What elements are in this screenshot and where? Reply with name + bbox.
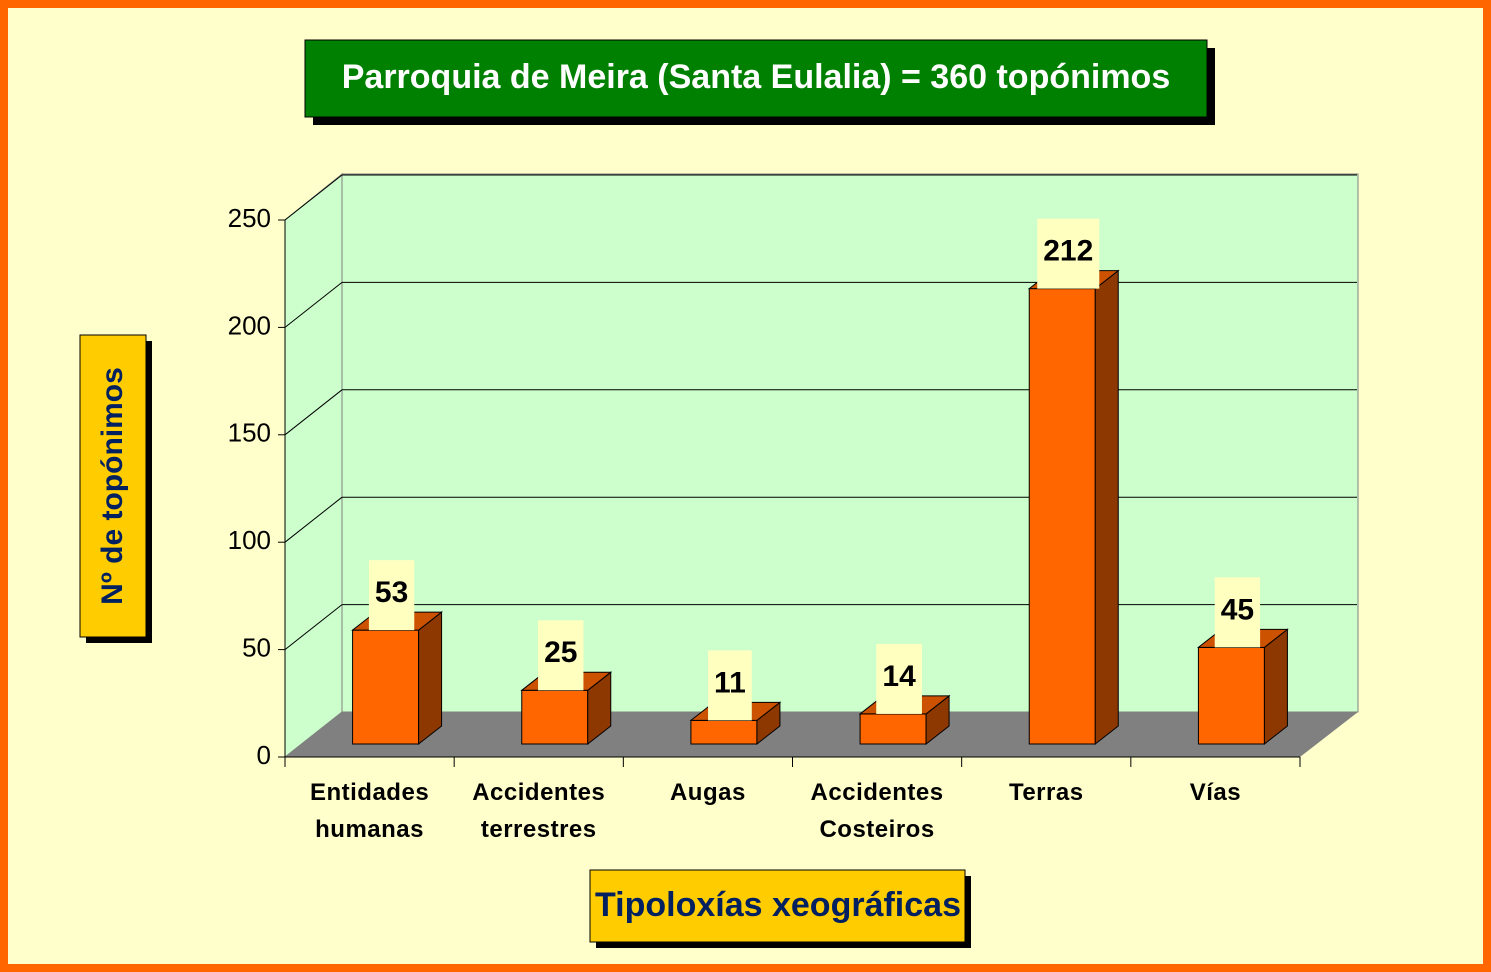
y-tick-label: 200 bbox=[228, 310, 271, 340]
back-wall bbox=[341, 173, 1359, 713]
bar-side bbox=[1263, 628, 1288, 746]
left-wall bbox=[284, 172, 343, 759]
bar bbox=[1028, 288, 1096, 745]
y-tick-label: 150 bbox=[228, 418, 271, 448]
bar-side bbox=[1094, 269, 1119, 746]
x-tick-label: Entidades humanas bbox=[309, 779, 430, 843]
grid-line bbox=[284, 389, 343, 436]
y-axis-label: Nº de topónimos bbox=[96, 367, 129, 605]
value-label-box bbox=[368, 560, 415, 631]
value-label: 11 bbox=[714, 666, 746, 699]
grid-line bbox=[284, 282, 343, 328]
title-box bbox=[304, 39, 1208, 118]
bar bbox=[521, 689, 589, 745]
value-label: 212 bbox=[1043, 235, 1093, 268]
y-tick-label: 0 bbox=[257, 740, 271, 770]
grid-line bbox=[284, 174, 343, 221]
bar bbox=[690, 719, 758, 745]
value-label: 45 bbox=[1221, 593, 1254, 626]
x-tick-label: Terras bbox=[1008, 779, 1084, 806]
x-label-box bbox=[589, 869, 966, 943]
x-tick-label: Accidentes Costeiros bbox=[810, 779, 944, 843]
y-tick-label: 250 bbox=[228, 203, 271, 233]
bar bbox=[352, 629, 420, 745]
x-axis-label: Tipoloxías xeográficas bbox=[595, 886, 961, 924]
y-tick-label: 100 bbox=[228, 525, 271, 555]
value-label-box bbox=[708, 650, 752, 721]
bar bbox=[859, 713, 927, 745]
grid-line bbox=[284, 604, 343, 650]
value-label-box bbox=[1214, 577, 1261, 648]
chart-title: Parroquia de Meira (Santa Eulalia) = 360… bbox=[342, 58, 1171, 96]
grid-line bbox=[284, 496, 343, 543]
y-label-box bbox=[79, 334, 147, 638]
x-tick-label: Accidentes terrestres bbox=[472, 779, 606, 843]
floor bbox=[285, 712, 1358, 757]
bar bbox=[1197, 646, 1265, 745]
x-tick-label: Augas bbox=[669, 779, 746, 806]
value-label: 14 bbox=[882, 660, 916, 693]
value-label: 53 bbox=[375, 576, 408, 609]
value-label: 25 bbox=[544, 636, 577, 669]
value-label-box bbox=[1037, 218, 1100, 289]
x-tick-label: Vías bbox=[1189, 779, 1242, 806]
value-label-box bbox=[876, 643, 922, 714]
y-tick-label: 50 bbox=[242, 632, 271, 662]
bar-side bbox=[418, 611, 443, 746]
value-label-box bbox=[538, 620, 584, 691]
